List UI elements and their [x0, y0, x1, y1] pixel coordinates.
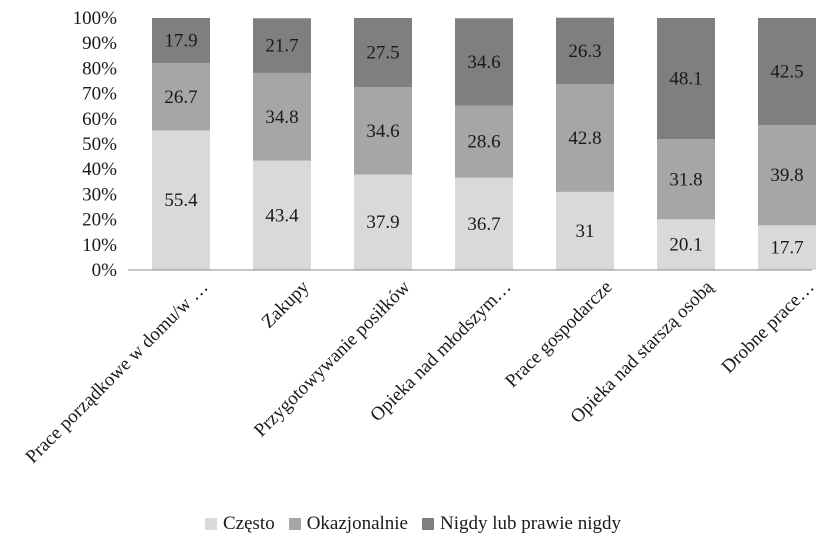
legend-swatch	[288, 518, 301, 530]
data-label: 42.8	[568, 128, 601, 149]
bar-segment	[758, 18, 816, 126]
data-label: 34.6	[366, 121, 399, 142]
bar-segment	[455, 177, 513, 270]
bar-segment	[556, 191, 614, 270]
bar-segment	[152, 63, 210, 131]
legend-label: Nigdy lub prawie nigdy	[440, 513, 622, 534]
y-tick-label: 70%	[82, 84, 117, 105]
bar-segment	[354, 87, 412, 175]
bar-segment	[152, 18, 210, 64]
bar-segment	[657, 219, 715, 270]
y-tick-label: 20%	[82, 210, 117, 231]
data-label: 34.6	[467, 52, 500, 73]
y-tick-label: 100%	[73, 8, 118, 29]
x-tick-label: Zakupy	[258, 276, 314, 332]
data-label: 26.7	[164, 87, 197, 108]
data-label: 42.5	[770, 62, 803, 83]
legend-label: Często	[222, 513, 275, 534]
legend-swatch	[422, 518, 434, 530]
data-label: 55.4	[164, 190, 198, 211]
legend-label: Okazjonalnie	[306, 513, 408, 534]
bar-segment	[657, 139, 715, 220]
x-axis-labels: Prace porządkowe w domu/w … ZakupyPrzygot…	[22, 276, 819, 467]
y-tick-label: 50%	[82, 134, 117, 155]
bar-segment	[253, 18, 311, 73]
bar-segment	[556, 84, 614, 192]
bar-segment	[657, 18, 715, 140]
data-label: 39.8	[770, 165, 803, 186]
bar-segment	[152, 130, 210, 270]
data-label: 28.6	[467, 131, 500, 152]
data-label: 21.7	[265, 36, 298, 57]
legend: Często Okazjonalnie Nigdy lub prawie nig…	[0, 512, 826, 536]
y-tick-label: 60%	[82, 109, 117, 130]
stacked-bar-chart: 0% 10% 20% 30% 40% 50% 60% 70% 80% 90% 100% 55.4 26…	[22, 8, 819, 468]
y-tick-label: 90%	[82, 33, 117, 54]
x-tick-label: Prace porządkowe w domu/w …	[22, 277, 213, 468]
bars-group: 55.4 26.7 17.9 43.4 34.8 21.7 37.9 34.6 27.5 36.7…	[128, 17, 816, 271]
y-tick-label: 10%	[82, 235, 117, 256]
legend-item-czesto: Często	[204, 513, 275, 535]
bar-segment	[354, 18, 412, 88]
y-axis: 0% 10% 20% 30% 40% 50% 60% 70% 80% 90% 100%	[73, 8, 118, 281]
y-tick-label: 80%	[82, 58, 117, 79]
bar-segment	[758, 225, 816, 270]
bar-segment	[758, 125, 816, 226]
legend-swatch	[204, 518, 217, 530]
data-label: 20.1	[669, 235, 702, 256]
legend-item-nigdy: Nigdy lub prawie nigdy	[422, 513, 621, 535]
data-label: 34.8	[265, 107, 298, 128]
data-label: 36.7	[467, 214, 500, 235]
data-label: 17.9	[164, 31, 197, 52]
x-tick-label: Prace gospodarcze	[501, 277, 616, 392]
data-label: 26.3	[568, 41, 601, 62]
y-tick-label: 0%	[92, 260, 118, 281]
data-label: 17.7	[770, 238, 803, 259]
bar-segment	[455, 105, 513, 178]
y-tick-label: 40%	[82, 159, 117, 180]
data-label: 43.4	[265, 205, 299, 226]
bar-segment	[556, 17, 614, 85]
bar-segment	[455, 18, 513, 106]
bar-segment	[354, 174, 412, 270]
data-label: 37.9	[366, 212, 399, 233]
bar-segment	[253, 72, 311, 161]
data-label: 48.1	[669, 69, 702, 90]
data-label: 31	[576, 221, 595, 242]
bar-segment	[253, 160, 311, 270]
y-tick-label: 30%	[82, 184, 117, 205]
data-label: 31.8	[669, 169, 702, 190]
x-tick-label: Drobne prace…	[718, 277, 819, 378]
data-label: 27.5	[366, 43, 399, 64]
legend-item-okazjonalnie: Okazjonalnie	[288, 513, 408, 535]
